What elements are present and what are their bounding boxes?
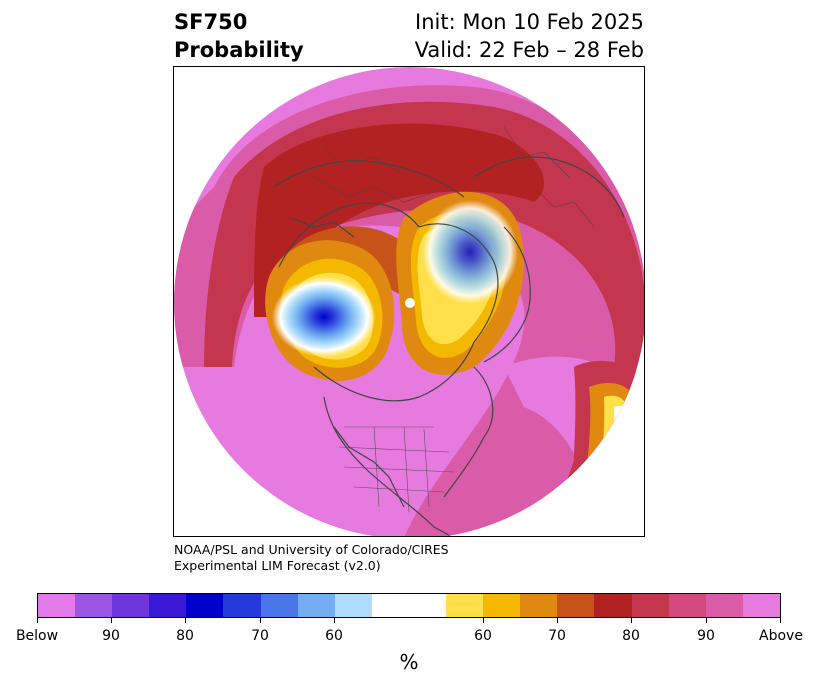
colorbar-swatch	[38, 594, 76, 617]
init-date: Init: Mon 10 Feb 2025	[415, 10, 644, 34]
chart-title: SF750 Probability	[174, 8, 304, 64]
colorbar-tick-label: 90	[102, 628, 120, 644]
colorbar-tickmark	[37, 618, 38, 623]
credit-line2: Experimental LIM Forecast (v2.0)	[174, 558, 381, 573]
colorbar-swatch	[297, 594, 335, 617]
colorbar-tick-label: 90	[697, 628, 715, 644]
colorbar-swatch	[75, 594, 113, 617]
colorbar-tick-label: 70	[251, 628, 269, 644]
region-warm-80	[254, 123, 544, 317]
colorbar-tickmark	[780, 618, 781, 623]
colorbar-tickmark	[185, 618, 186, 623]
credit-line1: NOAA/PSL and University of Colorado/CIRE…	[174, 542, 449, 557]
colorbar-swatch	[631, 594, 669, 617]
colorbar-tick-label: Above	[759, 628, 803, 644]
colorbar-unit-label: %	[399, 650, 419, 674]
map-panel	[173, 66, 645, 537]
probability-map	[174, 67, 644, 536]
colorbar-swatch	[668, 594, 706, 617]
colorbar-swatch	[223, 594, 261, 617]
colorbar-swatch	[742, 594, 780, 617]
colorbar-tickmark	[631, 618, 632, 623]
title-variable: SF750	[174, 10, 248, 34]
colorbar-swatch	[520, 594, 558, 617]
colorbar-swatch	[446, 594, 484, 617]
colorbar-swatch	[260, 594, 298, 617]
colorbar-swatch	[149, 594, 187, 617]
colorbar-tick-label: 60	[474, 628, 492, 644]
cool-anomaly-pacific	[272, 277, 376, 357]
colorbar-tickmark	[111, 618, 112, 623]
colorbar-tickmark	[334, 618, 335, 623]
colorbar-swatch	[705, 594, 743, 617]
colorbar-swatch	[483, 594, 521, 617]
colorbar-tick-label: 70	[548, 628, 566, 644]
colorbar-swatch	[594, 594, 632, 617]
valid-date: Valid: 22 Feb – 28 Feb	[414, 38, 644, 62]
colorbar-tickmark	[483, 618, 484, 623]
colorbar-tick-label: 80	[622, 628, 640, 644]
pole-marker	[405, 298, 415, 308]
chart-dates: Init: Mon 10 Feb 2025 Valid: 22 Feb – 28…	[415, 8, 644, 64]
title-quantity: Probability	[174, 38, 304, 62]
colorbar-tick-label: 80	[176, 628, 194, 644]
colorbar-swatch	[334, 594, 372, 617]
colorbar-tick-label: 60	[325, 628, 343, 644]
colorbar-swatch	[557, 594, 595, 617]
colorbar-swatch	[186, 594, 224, 617]
cool-anomaly-arctic	[422, 200, 518, 304]
colorbar-swatch	[371, 594, 447, 617]
colorbar-tick-label: Below	[15, 628, 59, 644]
country-borders	[313, 126, 630, 513]
colorbar-tickmark	[557, 618, 558, 623]
colorbar-tickmark	[706, 618, 707, 623]
colorbar-tickmark	[260, 618, 261, 623]
coastlines	[273, 156, 625, 536]
colorbar	[37, 593, 781, 618]
credit-text: NOAA/PSL and University of Colorado/CIRE…	[174, 542, 449, 574]
colorbar-swatch	[112, 594, 150, 617]
